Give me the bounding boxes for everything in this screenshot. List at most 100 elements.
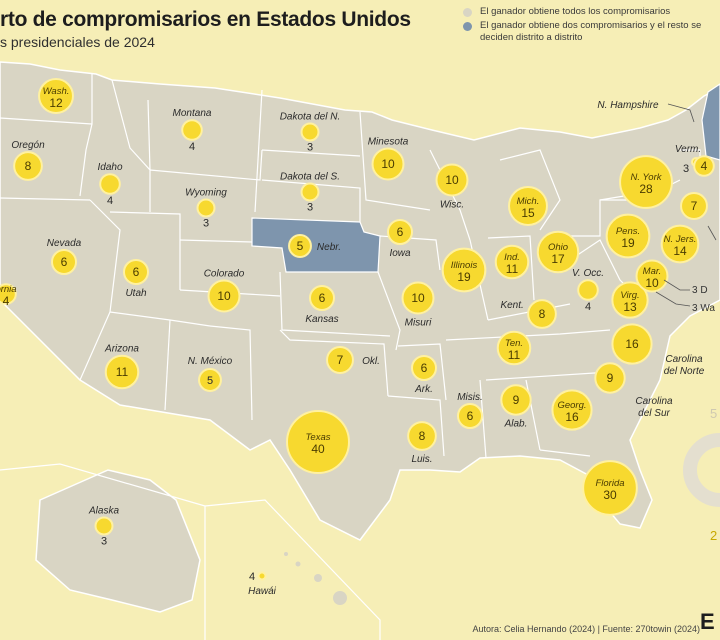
state-votes-minnesota: 10 (381, 157, 395, 171)
border-20 (377, 271, 401, 351)
sc-line1: Carolina (635, 396, 673, 407)
state-name-ohio: Ohio (548, 242, 568, 253)
state-votes-virginia: 13 (623, 300, 637, 314)
border-23 (387, 395, 445, 457)
state-votes-new-mexico: 5 (207, 375, 213, 387)
hawaii-island-1 (284, 552, 288, 556)
state-name-new-jersey: N. Jers. (664, 234, 697, 245)
state-name-new-mexico: N. México (188, 356, 233, 367)
bubble-kansas: Kansas 6 (305, 284, 339, 325)
state-votes-arizona: 11 (116, 365, 129, 379)
state-name-mississippi: Misis. (457, 392, 483, 403)
bubble-michigan: Mich.15 (508, 186, 548, 226)
bubble-iowa: Iowa 6 (386, 218, 414, 259)
border-5 (111, 79, 151, 212)
bubble-oregon: Oregón 8 (11, 140, 45, 181)
bubble-circle-kansas (308, 284, 336, 312)
bubble-circle-iowa (386, 218, 414, 246)
state-votes-alaska: 3 (101, 535, 107, 547)
border-6 (109, 211, 181, 290)
state-votes-vermont: 3 (683, 163, 689, 175)
bubble-utah: Utah 6 (122, 258, 150, 299)
state-votes-maryland: 10 (645, 276, 659, 290)
source-credit: Autora: Celia Hernando (2024) | Fuente: … (472, 624, 700, 634)
bubble-oklahoma: Okl. 7 (326, 346, 380, 374)
right-edge-number-label: 5 (710, 406, 717, 421)
border-10 (147, 99, 151, 171)
state-name-west-virginia: V. Occ. (572, 268, 604, 279)
bubble-circle-illinois (441, 247, 487, 293)
bubble-circle-north-carolina (611, 323, 653, 365)
bubble-minnesota: Minesota 10 (368, 137, 409, 181)
bubble-circle-indiana (494, 244, 530, 280)
bubble-new-jersey: N. Jers.14 (660, 224, 700, 264)
bubble-washington: Wash.12 (38, 78, 74, 114)
state-votes-new-jersey: 14 (673, 244, 687, 258)
state-name-utah: Utah (125, 288, 147, 299)
state-name-vermont: Verm. (675, 144, 701, 155)
bubble-arizona: Arizona 11 (104, 344, 139, 390)
state-votes-ohio: 17 (551, 252, 565, 266)
leader-dc (655, 291, 691, 307)
border-18 (261, 179, 361, 222)
state-name-illinois: Illinois (451, 260, 478, 271)
state-name-nebraska: Nebr. (317, 242, 341, 253)
bubble-circle-michigan (508, 186, 548, 226)
border-22 (397, 343, 447, 401)
alaska-frame (0, 463, 206, 640)
bubble-nebraska: Nebr. 5 (288, 234, 341, 258)
state-votes-oklahoma: 7 (337, 353, 344, 367)
bubble-circle-california (0, 283, 17, 305)
bubble-circle-mississippi (456, 402, 484, 430)
state-votes-colorado: 10 (217, 289, 231, 303)
border-3 (0, 197, 91, 201)
bubble-circle-georgia (551, 389, 593, 431)
bubble-circle-tennessee (496, 330, 532, 366)
bubble-wyoming: Wyoming 3 (185, 188, 227, 230)
border-34 (560, 199, 640, 237)
maine-region (701, 83, 720, 161)
bubble-circle-south-dakota (300, 182, 320, 202)
bubble-circle-ohio (536, 230, 580, 274)
border-14 (279, 271, 391, 337)
state-name-louisiana: Luis. (411, 454, 432, 465)
state-votes-kentucky: 8 (539, 307, 546, 321)
state-name-virginia: Virg. (620, 290, 639, 301)
state-name-washington: Wash. (43, 86, 70, 97)
state-name-tennessee: Ten. (505, 338, 523, 349)
bubble-circle-new-hampshire (693, 155, 715, 177)
border-32 (539, 449, 591, 457)
bubble-circle-utah (122, 258, 150, 286)
state-name-hawaii: Hawái (248, 586, 277, 597)
state-name-north-carolina: Carolina del Norte (664, 354, 705, 377)
state-name-michigan: Mich. (517, 196, 540, 207)
state-votes-montana: 4 (189, 141, 195, 153)
leader-lines (655, 103, 717, 307)
bubble-idaho: Idaho 4 (97, 162, 122, 207)
delaware-callout: 3 D (692, 285, 708, 296)
state-name-kentucky: Kent. (500, 300, 523, 311)
state-votes-alabama: 9 (513, 393, 520, 407)
bubble-alaska: Alaska 3 (88, 506, 119, 548)
border-15 (209, 325, 253, 421)
bubble-circle-pennsylvania (605, 213, 651, 259)
bubble-circle-oklahoma (326, 346, 354, 374)
state-votes-arkansas: 6 (421, 361, 428, 375)
state-name-alaska: Alaska (88, 506, 119, 517)
state-votes-north-dakota: 3 (307, 141, 313, 153)
brand-logo: E (700, 609, 715, 634)
legend-label-all: El ganador obtiene todos los compromisar… (480, 6, 671, 17)
state-name-maryland: Mar. (643, 266, 662, 277)
bubble-alabama: Alab. 9 (500, 384, 532, 430)
state-votes-wyoming: 3 (203, 217, 209, 229)
state-votes-florida: 30 (603, 488, 617, 502)
legend-item-split: El ganador obtiene dos compromisarios y … (462, 20, 718, 44)
bubble-circle-alaska (94, 516, 114, 536)
border-12 (179, 239, 253, 243)
state-name-wyoming: Wyoming (185, 188, 227, 199)
bubble-south-carolina: Carolina del Sur 9 (594, 362, 673, 419)
state-votes-kansas: 6 (319, 291, 326, 305)
state-votes-nebraska: 5 (297, 239, 304, 253)
